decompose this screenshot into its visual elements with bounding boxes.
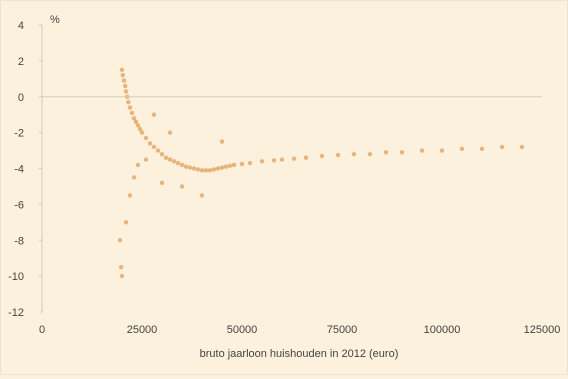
scatter-point	[187, 165, 193, 170]
scatter-point	[137, 126, 143, 132]
x-tick-label: 0	[39, 324, 45, 336]
x-tick-label: 125000	[524, 324, 561, 336]
scatter-point	[459, 146, 465, 151]
scatter-point	[119, 273, 125, 279]
x-tick-label: 75000	[327, 324, 358, 336]
scatter-point	[219, 165, 225, 170]
scatter-point	[239, 161, 245, 167]
scatter-point	[123, 83, 128, 89]
y-tick-label: -8	[14, 235, 24, 247]
scatter-point	[119, 67, 125, 73]
scatter-point	[419, 148, 425, 153]
scatter-point	[133, 119, 139, 125]
x-tick-label: 25000	[127, 324, 158, 336]
y-tick-label: -12	[8, 307, 24, 319]
scatter-point	[519, 144, 525, 150]
scatter-point	[163, 155, 169, 160]
scatter-point	[147, 141, 153, 146]
x-tick-label: 100000	[424, 324, 461, 336]
scatter-point	[119, 264, 124, 270]
scatter-point	[129, 110, 135, 116]
scatter-point	[271, 158, 277, 163]
scatter-point	[151, 112, 157, 117]
x-tick-label: 50000	[227, 324, 258, 336]
scatter-point	[143, 135, 149, 141]
scatter-point	[259, 159, 265, 164]
scatter-point	[171, 159, 177, 164]
scatter-point	[159, 180, 165, 186]
scatter-point	[127, 193, 133, 198]
scatter-point	[131, 175, 137, 180]
scatter-point	[191, 166, 197, 171]
scatter-point	[215, 166, 221, 171]
scatter-point	[143, 157, 149, 162]
y-tick-label: -10	[8, 271, 24, 283]
y-tick-label: -6	[14, 199, 24, 211]
scatter-point	[183, 164, 189, 169]
scatter-point	[479, 146, 485, 151]
scatter-point	[121, 78, 127, 83]
scatter-point	[211, 167, 217, 172]
scatter-point	[499, 144, 505, 150]
scatter-point	[127, 105, 133, 110]
scatter-point	[195, 167, 201, 172]
scatter-point	[175, 160, 181, 166]
scatter-point	[399, 150, 405, 155]
scatter-point	[123, 89, 129, 94]
scatter-point	[167, 157, 173, 162]
scatter-point	[139, 130, 145, 135]
scatter-point	[247, 160, 253, 166]
scatter-point	[351, 151, 357, 157]
scatter-point	[117, 238, 123, 243]
y-tick-label: 4	[18, 20, 24, 32]
y-tick-label: 0	[18, 92, 24, 104]
x-axis-label: bruto jaarloon huishouden in 2012 (euro)	[200, 348, 399, 360]
scatter-point	[151, 144, 157, 150]
scatter-point	[383, 150, 389, 155]
scatter-point	[439, 148, 445, 153]
scatter-point	[367, 151, 373, 157]
scatter-point	[120, 73, 126, 78]
scatter-point	[227, 163, 233, 169]
scatter-point	[179, 162, 185, 168]
scatter-point	[223, 164, 229, 169]
scatter-point	[291, 156, 297, 161]
y-tick-label: -4	[14, 164, 24, 176]
scatter-point	[219, 139, 225, 144]
y-tick-label: 2	[18, 56, 24, 68]
scatter-point	[203, 168, 209, 173]
scatter-point	[231, 162, 237, 168]
scatter-point	[335, 152, 341, 158]
scatter-point	[126, 99, 131, 105]
scatter-point	[319, 153, 325, 159]
scatter-point	[279, 157, 285, 162]
scatter-point	[179, 184, 185, 189]
y-tick-label: -2	[14, 128, 24, 140]
scatter-point	[199, 168, 205, 173]
scatter-point	[207, 168, 213, 173]
scatter-point	[155, 148, 161, 153]
scatter-point	[135, 162, 141, 168]
scatter-point	[123, 220, 129, 225]
scatter-point	[167, 130, 173, 135]
scatter-point	[135, 123, 141, 128]
scatter-point	[199, 193, 205, 198]
scatter-point	[159, 151, 165, 157]
scatter-point	[131, 116, 137, 121]
y-axis-label: %	[50, 14, 60, 26]
scatter-point	[303, 155, 309, 160]
